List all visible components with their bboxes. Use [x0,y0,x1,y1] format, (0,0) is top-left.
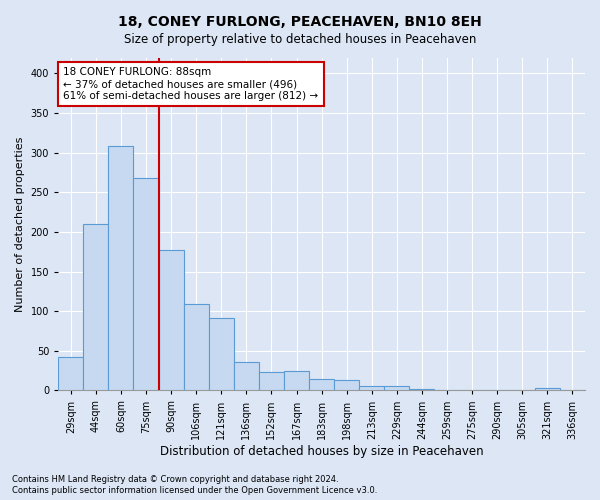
Text: Contains HM Land Registry data © Crown copyright and database right 2024.: Contains HM Land Registry data © Crown c… [12,475,338,484]
Text: Contains public sector information licensed under the Open Government Licence v3: Contains public sector information licen… [12,486,377,495]
Text: 18, CONEY FURLONG, PEACEHAVEN, BN10 8EH: 18, CONEY FURLONG, PEACEHAVEN, BN10 8EH [118,15,482,29]
X-axis label: Distribution of detached houses by size in Peacehaven: Distribution of detached houses by size … [160,444,484,458]
Text: Size of property relative to detached houses in Peacehaven: Size of property relative to detached ho… [124,32,476,46]
Bar [184,304,209,390]
Bar [158,250,184,390]
Bar [83,224,109,390]
Bar [234,362,259,390]
Bar [109,146,133,390]
Y-axis label: Number of detached properties: Number of detached properties [15,136,25,312]
Bar [359,386,385,390]
Bar [535,388,560,390]
Text: 18 CONEY FURLONG: 88sqm
← 37% of detached houses are smaller (496)
61% of semi-d: 18 CONEY FURLONG: 88sqm ← 37% of detache… [64,68,319,100]
Bar [334,380,359,390]
Bar [309,378,334,390]
Bar [409,389,434,390]
Bar [209,318,234,390]
Bar [259,372,284,390]
Bar [385,386,409,390]
Bar [58,357,83,390]
Bar [133,178,158,390]
Bar [284,370,309,390]
